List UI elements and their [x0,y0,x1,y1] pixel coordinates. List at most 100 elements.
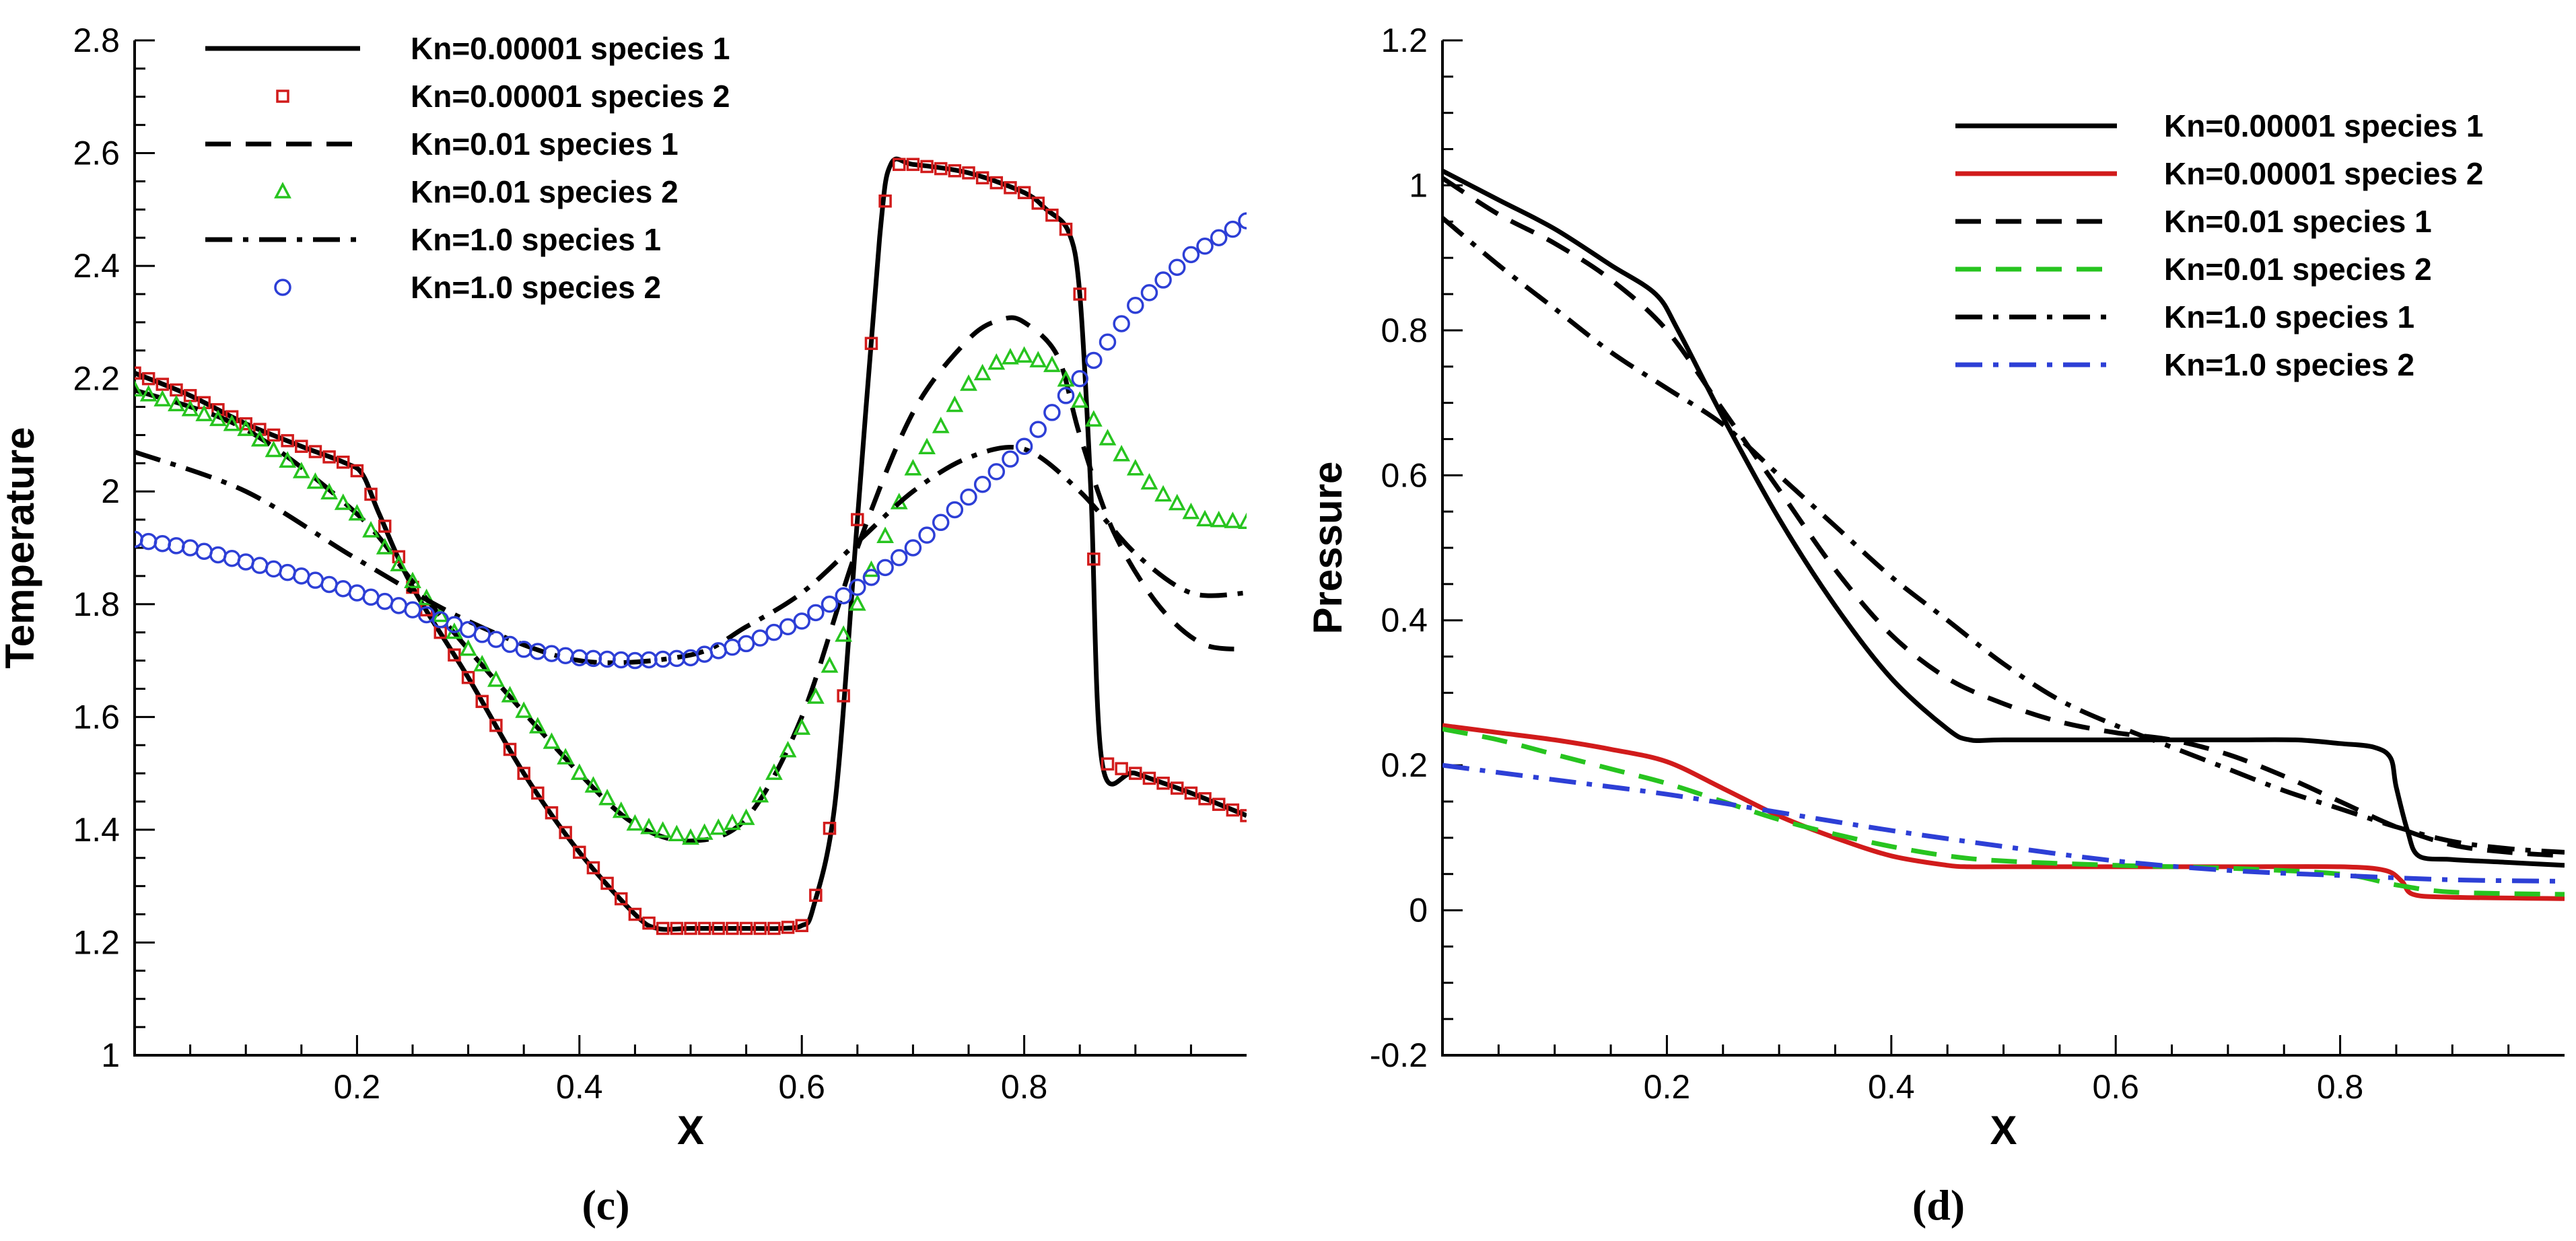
data-point [906,157,920,172]
data-point [135,366,141,380]
data-point [557,647,574,664]
data-point [682,828,699,845]
data-point [615,892,628,906]
data-point [378,520,392,533]
series-2 [135,315,1247,844]
data-point [612,801,630,818]
data-point [1240,809,1247,822]
x-tick-label: 0.6 [2092,1068,2139,1106]
series-4 [1442,216,2565,855]
series-1 [1442,723,2565,901]
data-point [765,623,783,641]
data-point [809,888,823,902]
data-point [195,542,213,560]
legend-marker [274,182,291,199]
data-point [739,921,753,935]
y-tick-label: 2 [101,472,120,510]
x-tick-label: 0.6 [778,1068,825,1106]
data-point [724,638,741,656]
data-point [135,380,143,397]
data-point [751,629,769,647]
series-0 [135,156,1247,932]
data-point [1113,445,1131,462]
data-point [517,767,530,780]
data-point [737,808,755,825]
data-point [920,159,934,174]
data-point [628,907,642,921]
y-tick-label: 1 [1409,166,1428,204]
data-point [1238,512,1247,530]
data-point [501,686,519,703]
data-point [557,748,575,765]
data-point [1045,208,1059,222]
data-point [1156,777,1170,790]
data-point [155,378,170,391]
data-point [503,742,517,756]
data-point [1085,351,1103,369]
data-point [348,503,366,521]
x-tick-label: 0.4 [1868,1068,1915,1106]
data-point [168,537,185,555]
data-point [823,822,837,835]
data-point [279,451,297,468]
data-point [946,501,964,519]
data-point [153,534,172,553]
series-2 [1442,176,2565,859]
series-4 [135,445,1247,666]
data-point [1073,287,1086,301]
data-point [251,557,269,574]
data-point [751,785,769,803]
data-point [586,861,600,875]
data-point [684,921,697,935]
data-point [1196,238,1214,255]
data-point [223,549,241,567]
data-point [1101,757,1115,771]
data-point [348,584,366,602]
data-point [320,575,338,594]
data-point [364,487,378,501]
data-point [893,157,906,172]
legend-label: Kn=1.0 species 1 [2164,299,2414,334]
data-point [918,437,936,455]
data-point [1029,351,1047,367]
data-point [1113,315,1130,332]
data-point [835,625,853,642]
legend-label: Kn=1.0 species 2 [411,270,661,305]
y-tick-label: 1.6 [73,698,120,736]
data-point [295,439,308,453]
data-point [1182,502,1200,520]
legend-label: Kn=0.00001 species 1 [411,31,730,66]
series-line [135,445,1247,666]
data-point [376,592,394,610]
data-point [862,569,880,586]
y-tick-label: 2.6 [73,135,120,172]
data-point [851,513,864,526]
data-point [1015,437,1033,455]
data-point [973,476,991,493]
data-point [1004,181,1017,194]
data-point [1002,450,1019,468]
data-point [473,655,491,672]
data-point [779,740,797,758]
data-point [281,434,294,448]
legend-label: Kn=0.01 species 1 [411,127,678,162]
data-point [1087,553,1101,566]
data-point [322,450,336,464]
data-point [1071,391,1089,408]
data-point [573,845,586,859]
data-point [1099,429,1117,446]
data-point [1126,458,1144,476]
data-point [237,553,254,571]
data-point [153,390,172,406]
data-point [918,526,936,544]
x-tick-label: 0.4 [556,1068,603,1106]
series-line [135,156,1247,932]
data-point [1171,781,1184,795]
panel-temperature: 1 1.2 1.4 1.6 1.8 2 2.2 2.4 2.6 2.8 0.2 0.4 0.6 0.8 X T… [0,22,1247,1229]
data-point [876,559,894,577]
series-line [1442,176,2565,859]
data-point [292,462,310,478]
data-point [891,548,908,567]
data-point [404,601,421,618]
data-point [515,701,533,718]
